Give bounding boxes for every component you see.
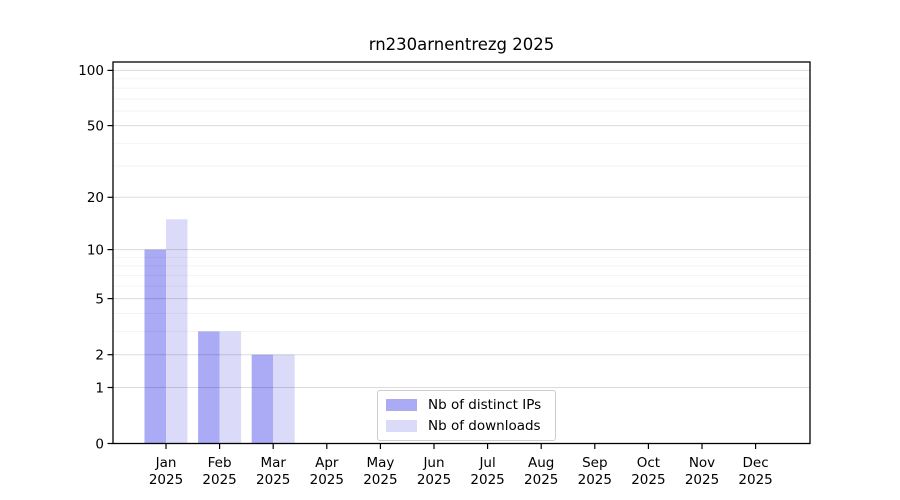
x-tick-label-month: Oct xyxy=(637,455,660,471)
x-tick-label-year: 2025 xyxy=(417,472,451,488)
bar-downloads xyxy=(166,219,188,444)
bar-downloads xyxy=(219,331,242,444)
x-tick-label-year: 2025 xyxy=(470,472,504,488)
x-tick-label-year: 2025 xyxy=(738,472,772,488)
x-tick-label-month: Aug xyxy=(528,455,554,471)
x-tick-label-year: 2025 xyxy=(363,472,397,488)
x-tick-label-year: 2025 xyxy=(524,472,558,488)
legend-row-downloads: Nb of downloads xyxy=(386,418,547,434)
x-tick-label-month: Jan xyxy=(155,455,177,471)
x-tick-label-month: May xyxy=(366,455,394,471)
bar-distinct-ips xyxy=(144,249,166,444)
x-tick-label-month: Nov xyxy=(689,455,715,471)
y-tick-label: 1 xyxy=(95,380,104,396)
x-tick-label-month: Apr xyxy=(315,455,339,471)
x-tick-label-year: 2025 xyxy=(685,472,719,488)
y-tick-label: 50 xyxy=(87,118,104,134)
x-tick-label-year: 2025 xyxy=(631,472,665,488)
legend-row-distinct-ips: Nb of distinct IPs xyxy=(386,397,547,413)
x-tick-label-month: Mar xyxy=(260,455,286,471)
legend-label-distinct-ips: Nb of distinct IPs xyxy=(428,397,542,413)
x-tick-label-year: 2025 xyxy=(256,472,290,488)
legend-swatch-downloads xyxy=(386,420,417,432)
x-tick-label-year: 2025 xyxy=(310,472,344,488)
legend-swatch-distinct-ips xyxy=(386,399,417,411)
x-tick-label-month: Dec xyxy=(743,455,769,471)
y-tick-label: 0 xyxy=(95,436,104,452)
x-tick-label-month: Feb xyxy=(208,455,232,471)
legend-label-downloads: Nb of downloads xyxy=(428,418,541,434)
bar-distinct-ips xyxy=(198,331,220,444)
bar-downloads xyxy=(273,354,295,444)
x-tick-label-month: Jun xyxy=(422,455,444,471)
bar-distinct-ips xyxy=(251,354,274,444)
chart-title: rn230arnentrezg 2025 xyxy=(368,35,555,54)
y-tick-label: 100 xyxy=(78,63,104,79)
x-tick-label-month: Jul xyxy=(478,455,495,471)
y-tick-label: 2 xyxy=(95,348,104,364)
x-tick-label-year: 2025 xyxy=(149,472,183,488)
y-tick-label: 5 xyxy=(95,291,104,307)
x-tick-label-year: 2025 xyxy=(202,472,236,488)
plot-border xyxy=(112,61,811,445)
y-tick-label: 10 xyxy=(87,242,104,258)
x-tick-label-year: 2025 xyxy=(578,472,612,488)
x-tick-label-month: Sep xyxy=(582,455,607,471)
y-tick-label: 20 xyxy=(87,190,104,206)
legend: Nb of distinct IPs Nb of downloads xyxy=(377,390,556,441)
